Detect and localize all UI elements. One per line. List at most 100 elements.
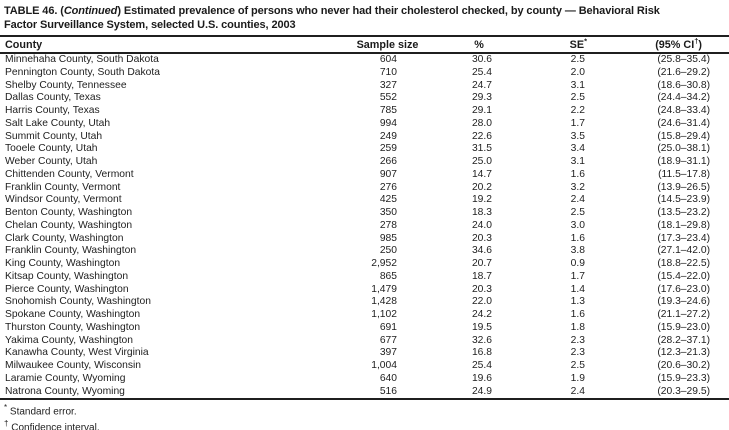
cell-se: 2.2 bbox=[570, 105, 585, 116]
cell-county: Chelan County, Washington bbox=[5, 219, 133, 231]
cell-percent: 18.3 bbox=[471, 207, 492, 218]
cell-percent: 24.9 bbox=[430, 385, 510, 401]
cell-sample-size: 865 bbox=[379, 270, 397, 282]
cell-se: 1.3 bbox=[570, 296, 585, 308]
footnote: * Standard error. bbox=[4, 403, 77, 418]
cell-percent: 20.2 bbox=[471, 181, 492, 193]
cell-se: 1.6 bbox=[570, 309, 585, 320]
cell-percent: 16.8 bbox=[471, 347, 492, 359]
cell-county: Spokane County, Washington bbox=[5, 309, 141, 320]
table-row: Snohomish County, Washington 1,428 22.0 1.3… bbox=[0, 296, 729, 309]
cell-ci: (11.5–17.8) bbox=[658, 168, 710, 180]
cell-ci: (20.6–30.2) bbox=[657, 360, 710, 371]
cell-ci: (17.6–23.0) bbox=[657, 283, 710, 295]
cell-se: 1.9 bbox=[570, 372, 585, 384]
cell-sample-size: 278 bbox=[379, 219, 397, 231]
table-row: Chittenden County, Vermont 907 14.7 1.6 (11.… bbox=[0, 169, 729, 182]
cell-se: 3.5 bbox=[570, 130, 585, 142]
table-row: Spokane County, Washington 1,102 24.2 1.6 (2… bbox=[0, 309, 729, 322]
cell-ci: (14.5–23.9) bbox=[657, 194, 710, 206]
cell-percent: 28.0 bbox=[471, 117, 492, 129]
cell-ci: (19.3–24.6) bbox=[657, 296, 710, 308]
prevalence-table: County Sample size % SE* (95% CI†) Minne… bbox=[0, 35, 729, 401]
cell-county: King County, Washington bbox=[5, 258, 121, 269]
table-row: Natrona County, Wyoming 516 24.9 2.4 (20.3–2… bbox=[0, 385, 729, 401]
table-row: Pierce County, Washington 1,479 20.3 1.4 (17… bbox=[0, 284, 729, 297]
cell-sample-size: 1,102 bbox=[371, 309, 397, 320]
cell-ci: (21.6–29.2) bbox=[657, 66, 710, 78]
cell-percent: 24.0 bbox=[471, 219, 492, 231]
table-row: Harris County, Texas 785 29.1 2.2 (24.8–33.4… bbox=[0, 105, 729, 118]
cell-county: Pennington County, South Dakota bbox=[5, 66, 160, 78]
cell-se: 3.0 bbox=[570, 219, 585, 231]
table-row: Kitsap County, Washington 865 18.7 1.7 (15.4… bbox=[0, 271, 729, 284]
table-row: Salt Lake County, Utah 994 28.0 1.7 (24.6–31… bbox=[0, 118, 729, 131]
cell-ci: (21.1–27.2) bbox=[657, 309, 710, 320]
cell-se: 3.8 bbox=[570, 245, 585, 257]
table-title-line1-rest: ) Estimated prevalence of persons who ne… bbox=[117, 5, 660, 17]
table-row: Chelan County, Washington 278 24.0 3.0 (18.1… bbox=[0, 220, 729, 233]
cell-county: Shelby County, Tennessee bbox=[5, 79, 127, 91]
cell-percent: 18.7 bbox=[471, 270, 492, 282]
table-row: Thurston County, Washington 691 19.5 1.8 (15… bbox=[0, 322, 729, 335]
table-header: County Sample size % SE* (95% CI†) bbox=[0, 35, 729, 54]
footnotes: * Standard error. † Confidence interval. bbox=[0, 400, 729, 430]
table-row: Weber County, Utah 266 25.0 3.1 (18.9–31.1) bbox=[0, 156, 729, 169]
cell-se: 2.5 bbox=[570, 207, 585, 218]
ci-label: (95% CI bbox=[655, 38, 695, 51]
cell-ci: (28.2–37.1) bbox=[657, 334, 710, 346]
cell-se: 2.5 bbox=[570, 360, 585, 371]
table-row: Windsor County, Vermont 425 19.2 2.4 (14.5–2… bbox=[0, 194, 729, 207]
table-row: Dallas County, Texas 552 29.3 2.5 (24.4–34.2… bbox=[0, 92, 729, 105]
cell-county: Minnehaha County, South Dakota bbox=[5, 54, 159, 65]
cell-se: 1.7 bbox=[570, 270, 585, 282]
cell-se: 2.0 bbox=[570, 66, 585, 78]
cell-se: 3.4 bbox=[570, 143, 585, 155]
cell-percent: 20.3 bbox=[471, 232, 492, 244]
column-header-ci: (95% CI†) bbox=[600, 35, 729, 54]
table-header-row: County Sample size % SE* (95% CI†) bbox=[0, 35, 729, 54]
cell-sample-size: 259 bbox=[379, 143, 397, 155]
cell-sample-size: 994 bbox=[379, 117, 397, 129]
cell-ci: (18.6–30.8) bbox=[657, 79, 710, 91]
table-row: Yakima County, Washington 677 32.6 2.3 (28.2… bbox=[0, 335, 729, 348]
cell-sample-size: 516 bbox=[345, 385, 430, 401]
cell-percent: 25.0 bbox=[471, 156, 492, 167]
cell-sample-size: 985 bbox=[379, 232, 397, 244]
ci-footnote-marker: † bbox=[694, 35, 699, 45]
cell-ci: (12.3–21.3) bbox=[657, 347, 710, 359]
cell-ci: (24.6–31.4) bbox=[657, 117, 710, 129]
cell-ci: (15.9–23.3) bbox=[657, 372, 710, 384]
cell-se: 3.2 bbox=[570, 181, 585, 193]
cell-sample-size: 1,479 bbox=[371, 283, 397, 295]
cell-se: 1.7 bbox=[570, 117, 585, 129]
cell-sample-size: 552 bbox=[379, 92, 397, 104]
cell-se: 3.1 bbox=[570, 156, 585, 167]
cell-percent: 31.5 bbox=[471, 143, 492, 155]
cell-sample-size: 1,428 bbox=[371, 296, 397, 308]
cell-sample-size: 604 bbox=[379, 54, 397, 65]
column-header-county: County bbox=[0, 36, 345, 54]
cell-percent: 29.1 bbox=[471, 105, 492, 116]
footnote: † Confidence interval. bbox=[4, 419, 100, 430]
cell-county: Chittenden County, Vermont bbox=[5, 168, 134, 180]
cell-county: Snohomish County, Washington bbox=[5, 296, 151, 308]
cell-ci: (25.0–38.1) bbox=[657, 143, 710, 155]
column-header-sample-size: Sample size bbox=[345, 36, 430, 54]
cell-ci: (13.5–23.2) bbox=[657, 207, 710, 218]
table-row: Tooele County, Utah 259 31.5 3.4 (25.0–38.1) bbox=[0, 143, 729, 156]
column-header-se: SE* bbox=[510, 36, 600, 54]
cell-percent: 19.5 bbox=[471, 321, 492, 333]
cell-ci: (15.9–23.0) bbox=[657, 321, 710, 333]
cell-ci: (24.4–34.2) bbox=[657, 92, 710, 104]
cell-percent: 25.4 bbox=[471, 360, 492, 371]
table-row: Benton County, Washington 350 18.3 2.5 (13.5… bbox=[0, 207, 729, 220]
cell-percent: 20.3 bbox=[471, 283, 492, 295]
cell-ci: (18.9–31.1) bbox=[657, 156, 710, 167]
cell-county: Dallas County, Texas bbox=[5, 92, 101, 104]
table-row: Pennington County, South Dakota 710 25.4 2.… bbox=[0, 67, 729, 80]
cell-ci: (13.9–26.5) bbox=[657, 181, 710, 193]
cell-percent: 32.6 bbox=[471, 334, 492, 346]
cell-county: Kitsap County, Washington bbox=[5, 270, 129, 282]
